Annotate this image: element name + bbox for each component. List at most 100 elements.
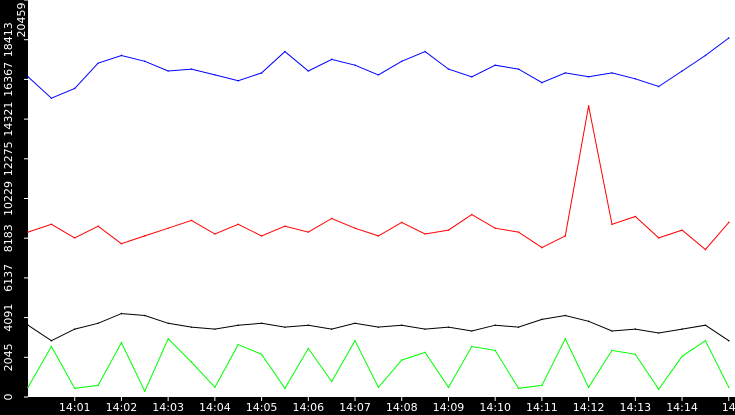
series-0-point — [611, 72, 613, 74]
series-3-point — [260, 353, 263, 356]
series-0-point — [447, 68, 450, 70]
series-2-point — [214, 328, 216, 330]
series-3-point — [27, 386, 29, 389]
series-3-point — [214, 386, 216, 389]
series-3-point — [424, 351, 426, 354]
y-tick-label: 16367 — [2, 62, 15, 97]
series-3-point — [541, 384, 543, 387]
series-1 — [27, 105, 730, 251]
series-2-point — [190, 326, 193, 328]
series-0-point — [167, 70, 169, 72]
series-2-point — [50, 339, 53, 342]
series-1-point — [143, 235, 146, 237]
series-2-point — [167, 322, 169, 325]
series-3-point — [704, 339, 707, 342]
series-0-point — [494, 64, 496, 66]
series-0-point — [400, 60, 403, 63]
x-tick-label: 14:10 — [479, 401, 511, 414]
series-2-point — [634, 328, 637, 330]
x-tick-label: 14:13 — [619, 401, 651, 414]
series-2-point — [143, 314, 146, 317]
series-1-point — [260, 235, 263, 237]
series-2-point — [541, 318, 543, 321]
series-3-point — [517, 387, 520, 390]
series-2-point — [284, 326, 286, 328]
series-3-point — [494, 349, 496, 352]
series-1-point — [377, 235, 380, 237]
series-3-point — [97, 384, 99, 387]
series-1-point — [471, 213, 473, 216]
series-3-point — [727, 386, 730, 389]
y-tick-label: 18413 — [2, 22, 15, 57]
series-0-point — [541, 81, 543, 84]
series-0-point — [634, 77, 637, 80]
y-tick-label: 12275 — [2, 141, 15, 176]
series-1-point — [354, 227, 356, 229]
series-3-point — [307, 347, 310, 350]
series-3-point — [284, 387, 286, 390]
series-1-point — [657, 237, 660, 239]
series-0-point — [120, 54, 123, 57]
series-3-point — [611, 349, 613, 352]
y-tick-label: 10229 — [2, 181, 15, 216]
series-0-point — [27, 76, 29, 78]
series-3-point — [190, 361, 193, 363]
series-0-point — [424, 50, 426, 53]
series-0-point — [190, 68, 193, 70]
series-1-point — [494, 227, 496, 229]
series-1-point — [237, 223, 240, 226]
series-2-point — [400, 324, 403, 327]
series-2-point — [587, 320, 590, 323]
series-0-point — [564, 72, 567, 74]
series-0-point — [143, 60, 146, 63]
series-2-point — [564, 314, 567, 317]
series-3-point — [237, 343, 240, 346]
series-2-point — [377, 326, 380, 328]
series-1-point — [704, 248, 707, 251]
series-3-point — [587, 386, 590, 389]
y-tick-label: 0 — [2, 394, 15, 401]
series-1-point — [424, 233, 426, 235]
x-tick-label: 14:05 — [246, 401, 278, 414]
series-2-point — [424, 328, 426, 330]
x-tick-label: 14 — [722, 401, 735, 414]
series-1-point — [681, 229, 683, 231]
y-tick-label: 14321 — [2, 102, 15, 137]
series-3-point — [471, 345, 473, 348]
series-3 — [27, 337, 730, 393]
x-tick-label: 14:02 — [106, 401, 138, 414]
series-0-point — [681, 70, 683, 72]
series-1-point — [97, 225, 99, 228]
series-3-point — [73, 387, 76, 390]
series-1-point — [587, 105, 590, 107]
series-3-point — [564, 337, 567, 340]
series-0-point — [354, 64, 356, 66]
series-3-point — [681, 355, 683, 358]
series-0-point — [704, 54, 707, 57]
series-2-point — [27, 324, 29, 327]
series-0-point — [260, 72, 263, 74]
series-0-point — [657, 85, 660, 88]
series-2-point — [447, 326, 450, 328]
series-2-point — [681, 328, 683, 330]
y-tick-label: 6137 — [2, 264, 15, 292]
x-tick-label: 14:03 — [152, 401, 184, 414]
series-0-point — [50, 97, 53, 99]
series-2-point — [494, 324, 496, 327]
series-2-point — [354, 322, 356, 325]
series-3-point — [143, 390, 146, 392]
x-tick-label: 14:06 — [292, 401, 324, 414]
series-1-point — [214, 233, 216, 235]
series-1-point — [611, 223, 613, 226]
x-tick-label: 14:12 — [573, 401, 605, 414]
series-1-point — [307, 231, 310, 233]
y-tick-label: 8183 — [2, 224, 15, 252]
series-1-point — [120, 242, 123, 245]
plot-area — [28, 0, 735, 397]
series-1-point — [284, 225, 286, 228]
series-1-point — [330, 217, 333, 220]
y-tick-label: 20459 — [15, 3, 28, 38]
series-3-point — [330, 380, 333, 383]
